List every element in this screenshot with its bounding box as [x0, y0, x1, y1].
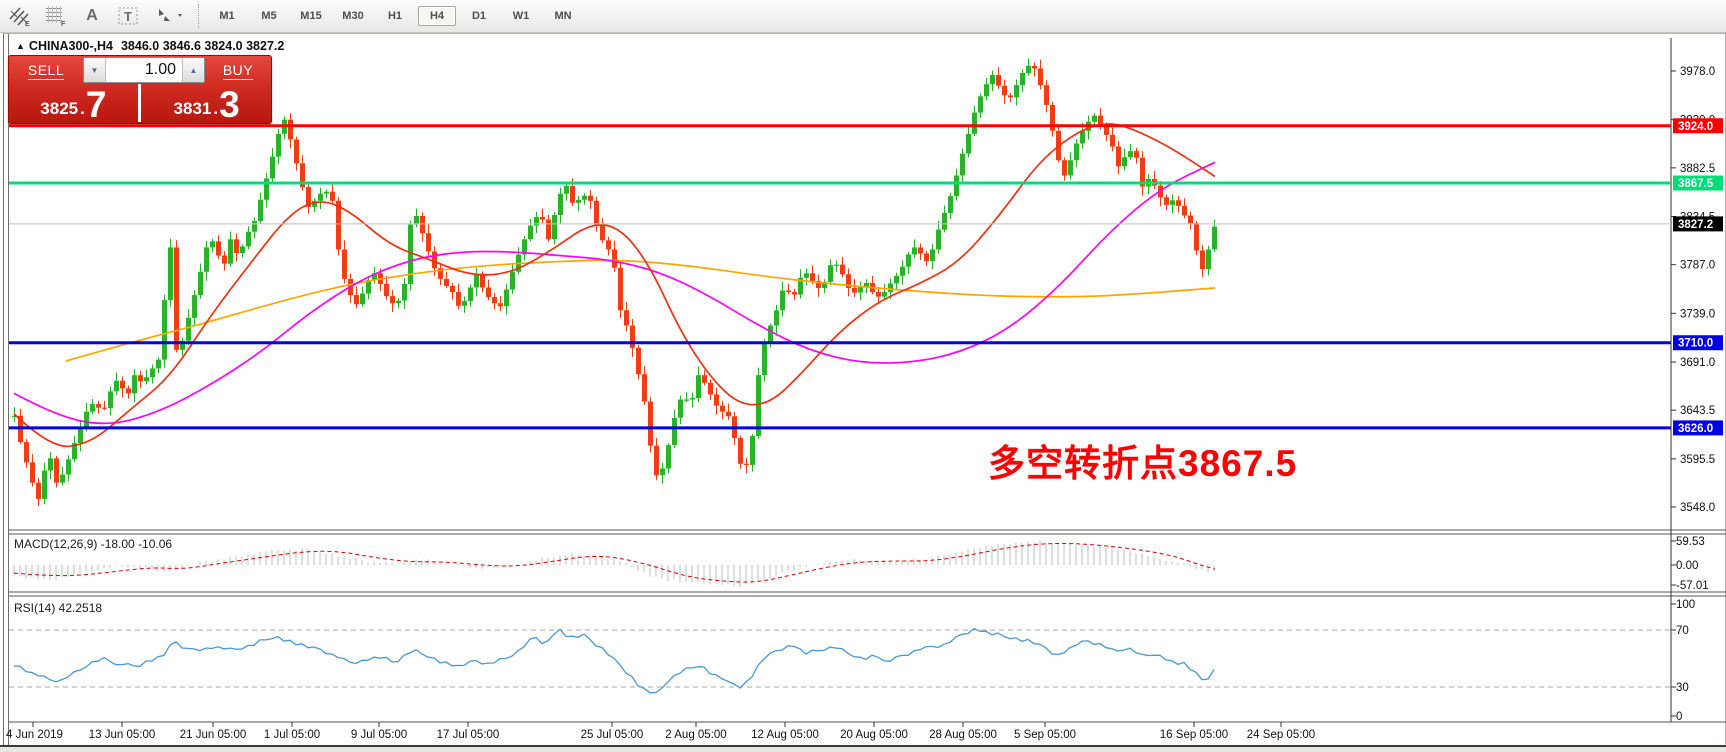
moving-averages: [13, 123, 1216, 448]
buy-price[interactable]: 3831. 3: [173, 83, 240, 125]
svg-text:3626.0: 3626.0: [1678, 423, 1713, 435]
rsi-line: [14, 627, 1215, 694]
macd-signal-line: [13, 543, 1216, 583]
hatch-pattern-tool-icon[interactable]: E: [4, 2, 36, 30]
svg-text:59.53: 59.53: [1676, 536, 1705, 548]
svg-text:3548.0: 3548.0: [1680, 502, 1715, 514]
svg-text:100: 100: [1676, 599, 1695, 611]
frame-top: [4, 33, 1726, 34]
panel-borders: [9, 38, 1726, 723]
frame-left-outer: [3, 33, 4, 750]
svg-text:4 Jun 2019: 4 Jun 2019: [6, 729, 63, 741]
frame-left-inner: [8, 33, 9, 750]
buy-button[interactable]: BUY: [222, 62, 254, 80]
volume-spinner: ▼ ▲: [83, 57, 205, 83]
grid-fibo-tool-icon[interactable]: F: [40, 2, 72, 30]
timeframe-button-m5[interactable]: M5: [261, 10, 277, 22]
svg-text:3739.0: 3739.0: [1680, 308, 1715, 320]
one-click-trade-panel: SELL ▼ ▲ BUY 3825.7 3831.3: [8, 55, 272, 124]
toolbar-separator: [198, 4, 200, 28]
svg-text:0: 0: [1676, 711, 1682, 723]
text-box-tool-icon[interactable]: T: [112, 2, 144, 30]
svg-text:24 Sep 05:00: 24 Sep 05:00: [1247, 729, 1315, 741]
timeframe-button-mn[interactable]: MN: [554, 10, 572, 22]
svg-text:28 Aug 05:00: 28 Aug 05:00: [929, 729, 997, 741]
svg-text:1 Jul 05:00: 1 Jul 05:00: [264, 729, 320, 741]
svg-text:25 Jul 05:00: 25 Jul 05:00: [581, 729, 644, 741]
svg-text:3827.2: 3827.2: [1678, 219, 1713, 231]
symbol-name: CHINA300-,H4: [28, 39, 113, 53]
svg-text:3710.0: 3710.0: [1678, 338, 1713, 350]
sell-button[interactable]: SELL: [27, 62, 65, 80]
svg-text:20 Aug 05:00: 20 Aug 05:00: [840, 729, 908, 741]
sell-price[interactable]: 3825. 7: [9, 84, 141, 123]
timeframe-buttons: M1 M5 M15 M30 H1 H4 D1 W1 MN: [206, 6, 584, 26]
svg-text:3595.5: 3595.5: [1680, 454, 1715, 466]
window-bottom-edge: [0, 745, 1726, 752]
svg-text:12 Aug 05:00: 12 Aug 05:00: [751, 729, 819, 741]
svg-text:-57.01: -57.01: [1676, 580, 1709, 592]
timeframe-button-h1[interactable]: H1: [387, 10, 403, 22]
grid-sub-f: F: [61, 21, 66, 27]
svg-text:9 Jul 05:00: 9 Jul 05:00: [351, 729, 407, 741]
svg-text:0.00: 0.00: [1676, 560, 1698, 572]
svg-text:13 Jun 05:00: 13 Jun 05:00: [89, 729, 156, 741]
time-axis-labels: 4 Jun 2019 13 Jun 05:00 21 Jun 05:00 1 Jul …: [6, 722, 1315, 741]
svg-text:3643.5: 3643.5: [1680, 405, 1715, 417]
svg-text:17 Jul 05:00: 17 Jul 05:00: [437, 729, 500, 741]
cursor-objects-tool-icon[interactable]: [148, 2, 190, 30]
ohlc-values: 3846.0 3846.6 3824.0 3827.2: [120, 39, 285, 53]
rsi-panel: 100 70 30 0: [9, 599, 1695, 723]
chart-text-annotation: 多空转折点3867.5: [988, 443, 1298, 484]
timeframe-button-w1[interactable]: W1: [512, 10, 530, 22]
ma-red-line: [13, 123, 1216, 448]
hatch-sub-e: E: [25, 21, 30, 27]
svg-text:70: 70: [1676, 625, 1689, 637]
svg-text:30: 30: [1676, 682, 1689, 694]
svg-text:21 Jun 05:00: 21 Jun 05:00: [180, 729, 247, 741]
macd-panel: 59.53 0.00 -57.01: [13, 536, 1709, 592]
timeframe-button-m15[interactable]: M15: [300, 10, 322, 22]
svg-text:2 Aug 05:00: 2 Aug 05:00: [665, 729, 726, 741]
dropdown-caret: [178, 14, 182, 17]
svg-text:3924.0: 3924.0: [1678, 121, 1713, 133]
text-label-tool-icon[interactable]: A: [86, 7, 98, 24]
ma-orange-line: [65, 259, 1216, 362]
volume-decrease-button[interactable]: ▼: [84, 58, 106, 82]
horizontal-line-objects[interactable]: [9, 124, 1671, 430]
svg-text:T: T: [124, 9, 132, 24]
volume-input[interactable]: [106, 58, 182, 82]
top-toolbar: E F A T: [0, 0, 1726, 33]
svg-text:3978.0: 3978.0: [1680, 66, 1715, 78]
price-badges: 3924.0 3867.5 3827.2 3710.0 3626.0: [1673, 118, 1723, 436]
rsi-label: RSI(14) 42.2518: [14, 601, 103, 615]
svg-text:3787.0: 3787.0: [1680, 260, 1715, 272]
svg-text:16 Sep 05:00: 16 Sep 05:00: [1160, 729, 1228, 741]
ma-magenta-line: [13, 161, 1216, 425]
svg-text:3691.0: 3691.0: [1680, 357, 1715, 369]
svg-text:5 Sep 05:00: 5 Sep 05:00: [1014, 729, 1076, 741]
collapse-arrow-icon[interactable]: ▲: [16, 41, 25, 51]
timeframe-button-m1[interactable]: M1: [219, 10, 235, 22]
svg-text:3867.5: 3867.5: [1678, 178, 1714, 190]
volume-increase-button[interactable]: ▲: [182, 58, 204, 82]
timeframe-button-h4[interactable]: H4: [418, 6, 456, 26]
timeframe-button-m30[interactable]: M30: [342, 10, 364, 22]
symbol-header: ▲ CHINA300-,H4 3846.0 3846.6 3824.0 3827.2: [16, 39, 284, 53]
timeframe-button-d1[interactable]: D1: [471, 10, 487, 22]
svg-text:3882.5: 3882.5: [1680, 163, 1715, 175]
macd-label: MACD(12,26,9) -18.00 -10.06: [14, 537, 173, 551]
